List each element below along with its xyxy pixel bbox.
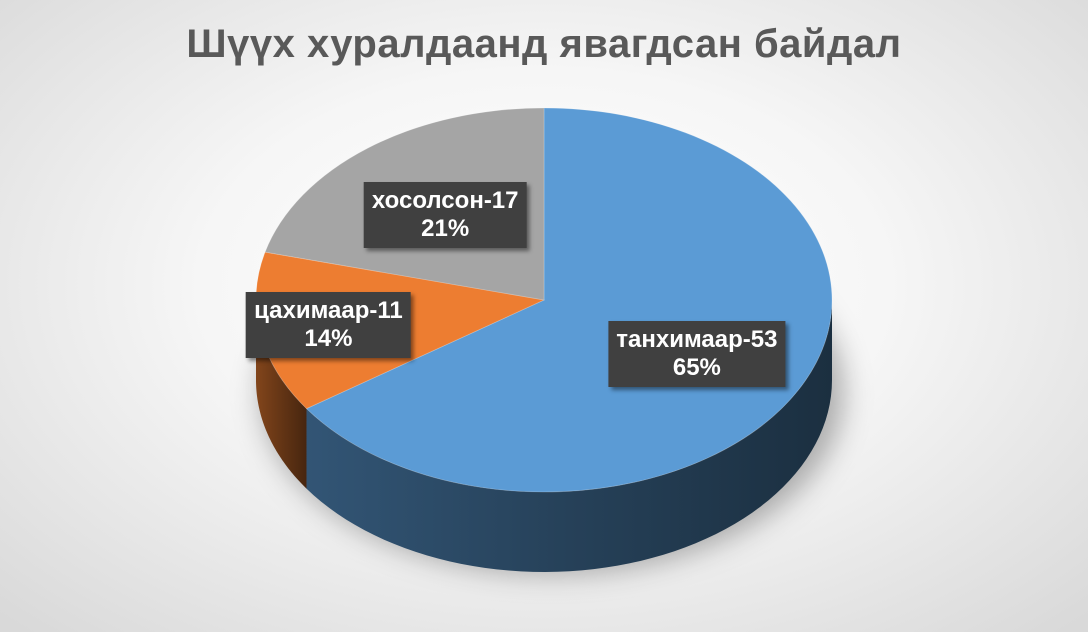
data-label-percent: 65% (672, 353, 721, 381)
data-label-1: цахимаар-11 14% (246, 292, 411, 359)
data-label-percent: 14% (304, 325, 353, 353)
data-label-2: хосолсон-17 21% (363, 182, 527, 249)
pie-slice-0 (305, 107, 833, 493)
data-label-0: танхимаар-53 65% (608, 320, 786, 387)
data-label-category: цахимаар-11 (254, 297, 403, 325)
chart-title: Шүүх хуралдаанд явагдсан байдал (186, 22, 902, 66)
slice-side-0 (306, 300, 832, 572)
data-label-percent: 21% (421, 215, 470, 243)
data-label-category: хосолсон-17 (371, 187, 519, 215)
data-label-category: танхимаар-53 (616, 325, 778, 353)
slice-side-1 (256, 300, 307, 489)
